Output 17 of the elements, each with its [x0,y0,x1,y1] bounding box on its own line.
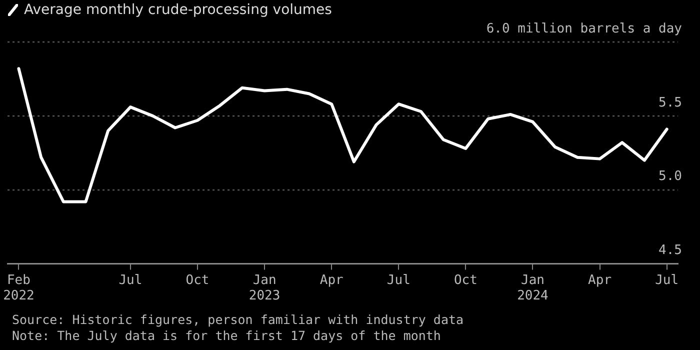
x-tick-label: Oct [454,272,478,288]
x-tick-label: Jul [118,272,142,288]
text: Note: The July data is for the first 17 days of the month [12,328,442,344]
y-tick-label: 6.0 million barrels a day [486,21,682,36]
y-tick-label: 4.5 [658,243,682,258]
x-tick-label: Oct [186,272,210,288]
x-tick-label: Jul [386,272,410,288]
chart-title: Average monthly crude-processing volumes [24,2,332,18]
x-tick-label: Jan 2024 [517,272,549,304]
x-tick-label: Jan 2023 [248,272,280,304]
y-tick-label: 5.5 [658,95,682,110]
y-tick-label: 5.0 [658,169,682,184]
x-tick-label: Apr [320,272,344,288]
source-note: Source: Historic figures, person familiar with industry data [12,312,464,328]
x-tick-label: Feb 2022 [3,272,34,304]
x-tick-label: Jul [655,272,679,288]
x-tick-label: Apr [588,272,612,288]
